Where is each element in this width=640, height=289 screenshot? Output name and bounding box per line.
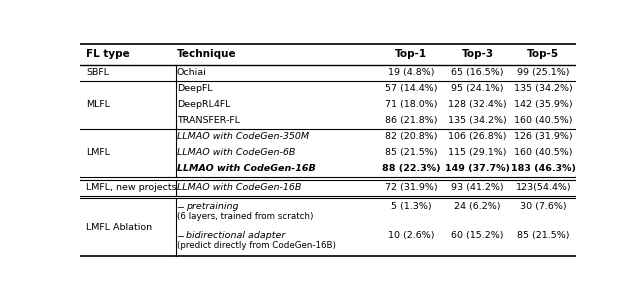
Text: 30 (7.6%): 30 (7.6%) [520,202,566,211]
Text: Top-3: Top-3 [461,49,493,59]
Text: 160 (40.5%): 160 (40.5%) [514,116,573,125]
Text: 82 (20.8%): 82 (20.8%) [385,132,437,141]
Text: TRANSFER-FL: TRANSFER-FL [177,116,240,125]
Text: 85 (21.5%): 85 (21.5%) [517,231,570,240]
Text: 88 (22.3%): 88 (22.3%) [382,164,440,173]
Text: 24 (6.2%): 24 (6.2%) [454,202,500,211]
Text: LMFL: LMFL [86,148,110,157]
Text: Technique: Technique [177,49,236,59]
Text: LLMAO with CodeGen-16B: LLMAO with CodeGen-16B [177,164,316,173]
Text: Ochiai: Ochiai [177,68,207,77]
Text: 65 (16.5%): 65 (16.5%) [451,68,504,77]
Text: 10 (2.6%): 10 (2.6%) [388,231,435,240]
Text: DeepRL4FL: DeepRL4FL [177,100,230,109]
Text: 142 (35.9%): 142 (35.9%) [514,100,573,109]
Text: bidirectional adapter: bidirectional adapter [186,231,285,240]
Text: 135 (34.2%): 135 (34.2%) [514,84,573,93]
Text: 71 (18.0%): 71 (18.0%) [385,100,437,109]
Text: 126 (31.9%): 126 (31.9%) [514,132,573,141]
Text: 85 (21.5%): 85 (21.5%) [385,148,437,157]
Text: 99 (25.1%): 99 (25.1%) [517,68,570,77]
Text: 123(54.4%): 123(54.4%) [515,183,571,192]
Text: FL type: FL type [86,49,130,59]
Text: 115 (29.1%): 115 (29.1%) [448,148,507,157]
Text: SBFL: SBFL [86,68,109,77]
Text: MLFL: MLFL [86,100,110,109]
Text: 95 (24.1%): 95 (24.1%) [451,84,504,93]
Text: LMFL Ablation: LMFL Ablation [86,223,152,232]
Text: (predict directly from CodeGen-16B): (predict directly from CodeGen-16B) [177,241,336,250]
Text: 5 (1.3%): 5 (1.3%) [391,202,431,211]
Text: 160 (40.5%): 160 (40.5%) [514,148,573,157]
Text: 106 (26.8%): 106 (26.8%) [448,132,507,141]
Text: 86 (21.8%): 86 (21.8%) [385,116,437,125]
Text: pretraining: pretraining [186,202,238,211]
Text: −: − [177,231,185,240]
Text: −: − [177,202,185,211]
Text: LLMAO with CodeGen-6B: LLMAO with CodeGen-6B [177,148,295,157]
Text: 149 (37.7%): 149 (37.7%) [445,164,510,173]
Text: 183 (46.3%): 183 (46.3%) [511,164,576,173]
Text: 72 (31.9%): 72 (31.9%) [385,183,437,192]
Text: 60 (15.2%): 60 (15.2%) [451,231,504,240]
Text: LLMAO with CodeGen-16B: LLMAO with CodeGen-16B [177,183,301,192]
Text: LMFL, new projects: LMFL, new projects [86,183,177,192]
Text: LLMAO with CodeGen-350M: LLMAO with CodeGen-350M [177,132,309,141]
Text: DeepFL: DeepFL [177,84,212,93]
Text: (6 layers, trained from scratch): (6 layers, trained from scratch) [177,212,313,221]
Text: Top-5: Top-5 [527,49,559,59]
Text: 135 (34.2%): 135 (34.2%) [448,116,507,125]
Text: 128 (32.4%): 128 (32.4%) [448,100,507,109]
Text: 93 (41.2%): 93 (41.2%) [451,183,504,192]
Text: Top-1: Top-1 [395,49,427,59]
Text: 57 (14.4%): 57 (14.4%) [385,84,437,93]
Text: 19 (4.8%): 19 (4.8%) [388,68,435,77]
